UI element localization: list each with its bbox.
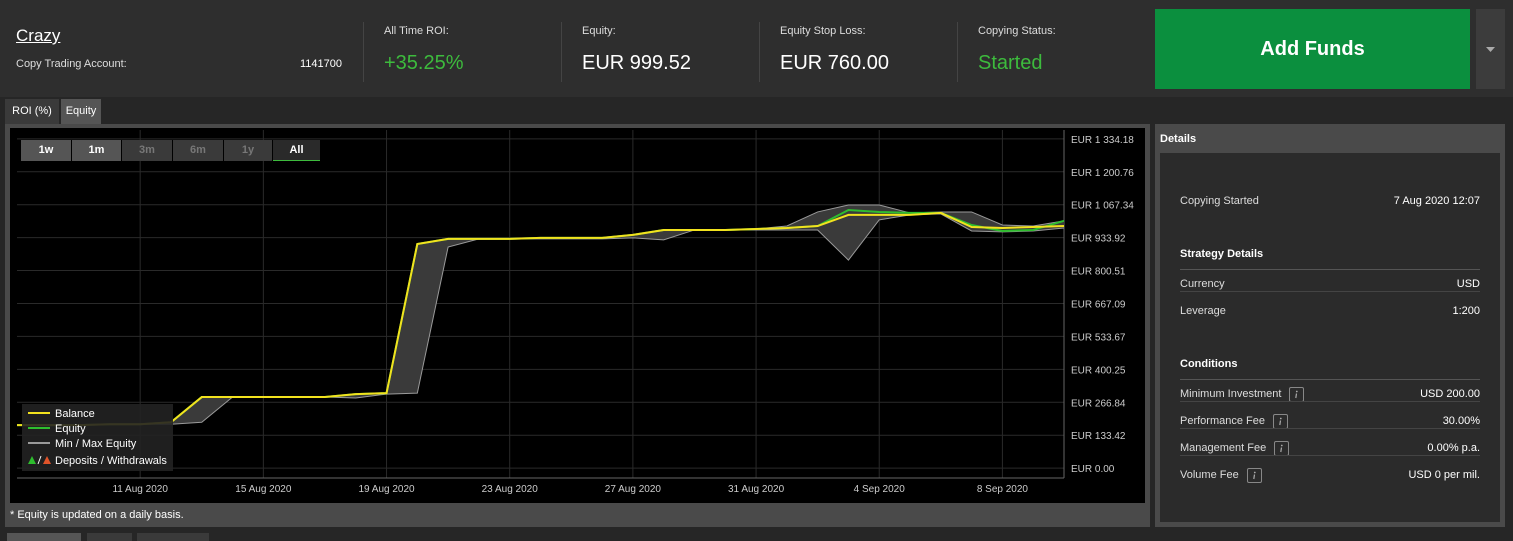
detail-label: Minimum Investment — [1180, 388, 1282, 400]
stat-value: +35.25% — [384, 52, 464, 74]
stat-value: EUR 760.00 — [780, 52, 889, 74]
detail-label: Management Fee — [1180, 442, 1267, 454]
details-title: Details — [1160, 133, 1197, 145]
range-button[interactable]: 1w — [21, 140, 71, 161]
series-line — [17, 211, 1065, 427]
legend-label: Balance — [55, 408, 95, 420]
divider — [759, 22, 760, 82]
range-button[interactable]: 3m — [122, 140, 172, 161]
y-tick-label: EUR 266.84 — [1071, 398, 1126, 409]
x-tick-label: 23 Aug 2020 — [482, 484, 539, 495]
separator — [1180, 455, 1480, 456]
account-label: Copy Trading Account: — [16, 58, 127, 70]
section-title: Strategy Details — [1180, 248, 1264, 260]
info-icon[interactable] — [1246, 468, 1262, 483]
tab[interactable]: ROI (%) — [5, 99, 59, 124]
legend-label: Equity — [55, 423, 86, 435]
footnote: * Equity is updated on a daily basis. — [10, 509, 184, 521]
detail-value: USD — [1456, 278, 1480, 290]
details-box — [1160, 153, 1500, 522]
range-button[interactable]: 6m — [173, 140, 223, 161]
y-tick-label: EUR 933.92 — [1071, 234, 1126, 245]
y-tick-label: EUR 533.67 — [1071, 332, 1126, 343]
stat-label: All Time ROI: — [384, 25, 449, 37]
stat-label: Equity: — [582, 25, 616, 37]
separator — [1180, 379, 1480, 380]
detail-value: 7 Aug 2020 12:07 — [1393, 195, 1480, 207]
dropdown-button[interactable] — [1476, 9, 1505, 89]
separator — [1180, 269, 1480, 270]
chart-background — [10, 128, 1145, 503]
info-icon[interactable] — [1274, 441, 1290, 456]
y-tick-label: EUR 1 067.34 — [1071, 201, 1134, 212]
chart: EUR 0.00 EUR 133.42 EUR 266.84 EUR 400.25 EU… — [10, 128, 1145, 503]
x-tick-label: 4 Sep 2020 — [854, 484, 906, 495]
detail-value: 1:200 — [1452, 305, 1480, 317]
divider — [363, 22, 364, 82]
y-tick-label: EUR 400.25 — [1071, 365, 1126, 376]
legend-label: Min / Max Equity — [55, 438, 137, 450]
y-tick-label: EUR 1 200.76 — [1071, 168, 1134, 179]
tab-active[interactable]: Equity — [61, 99, 101, 124]
legend-slash — [37, 455, 42, 465]
y-tick-label: EUR 133.42 — [1071, 431, 1126, 442]
y-tick-label: EUR 800.51 — [1071, 267, 1126, 278]
range-button[interactable]: 1m — [72, 140, 121, 161]
info-glyph — [1280, 444, 1283, 453]
account-number: 1141700 — [300, 58, 343, 70]
x-tick-label: 15 Aug 2020 — [235, 484, 292, 495]
divider — [561, 22, 562, 82]
info-glyph — [1279, 417, 1282, 426]
y-tick-label: EUR 0.00 — [1071, 464, 1115, 475]
y-tick-label: EUR 1 334.18 — [1071, 135, 1134, 146]
x-tick-label: 8 Sep 2020 — [977, 484, 1029, 495]
caret — [1486, 47, 1495, 52]
detail-label: Currency — [1180, 278, 1225, 290]
info-icon[interactable] — [1289, 387, 1305, 402]
bottom-button[interactable] — [137, 533, 209, 541]
x-tick-label: 19 Aug 2020 — [358, 484, 415, 495]
detail-value: 30.00% — [1442, 415, 1480, 427]
x-tick-label: 31 Aug 2020 — [728, 484, 785, 495]
y-tick-label: EUR 667.09 — [1071, 299, 1126, 310]
info-glyph — [1252, 471, 1256, 480]
divider — [957, 22, 958, 82]
stat-label: Copying Status: — [978, 25, 1056, 37]
separator — [1180, 428, 1480, 429]
detail-value: USD 200.00 — [1420, 388, 1480, 400]
stat-value: Started — [978, 52, 1043, 74]
deposit-marker — [28, 456, 36, 464]
bottom-button[interactable] — [87, 533, 132, 541]
separator — [1180, 291, 1480, 292]
withdrawal-marker — [43, 456, 51, 464]
section-title: Conditions — [1180, 358, 1238, 370]
x-tick-label: 27 Aug 2020 — [605, 484, 662, 495]
detail-label: Volume Fee — [1180, 469, 1239, 481]
bottom-button[interactable] — [7, 533, 81, 541]
separator — [1180, 401, 1480, 402]
info-glyph — [1295, 390, 1299, 399]
detail-value: 0.00% p.a. — [1427, 442, 1480, 454]
detail-label: Leverage — [1180, 305, 1226, 317]
range-button[interactable]: All — [273, 140, 320, 161]
detail-label: Performance Fee — [1180, 415, 1265, 427]
stat-label: Equity Stop Loss: — [780, 25, 866, 37]
range-button[interactable]: 1y — [224, 140, 272, 161]
detail-value: USD 0 per mil. — [1408, 469, 1480, 481]
stat-value: EUR 999.52 — [582, 52, 691, 74]
x-tick-label: 11 Aug 2020 — [112, 484, 168, 495]
info-icon[interactable] — [1272, 414, 1288, 429]
add-funds-button[interactable]: Add Funds — [1155, 9, 1470, 89]
detail-label: Copying Started — [1180, 195, 1259, 207]
account-name[interactable]: Crazy — [16, 26, 61, 45]
legend-label: Deposits / Withdrawals — [55, 455, 167, 467]
